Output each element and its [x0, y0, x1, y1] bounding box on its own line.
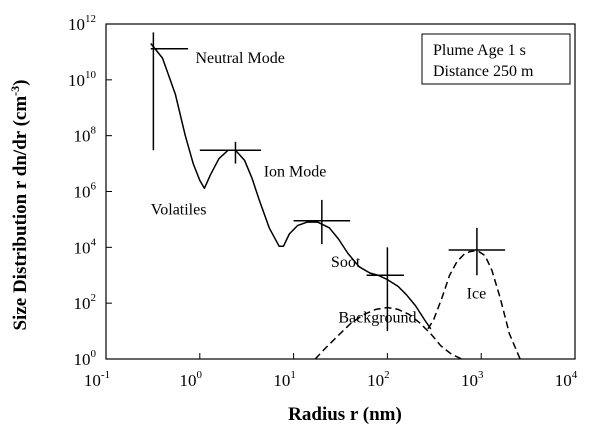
- x-tick-label-2: 101: [273, 369, 296, 390]
- x-tick-label-3: 102: [367, 369, 390, 390]
- legend-frame: [421, 33, 571, 85]
- annotation-2: Volatiles: [151, 202, 207, 219]
- y-axis-title-exp: -3: [8, 86, 22, 96]
- annotations-layer: Neutral Mode Ion Mode Volatiles Soot Backgro…: [151, 50, 486, 327]
- y-axis-title-main: Size Distribution r dn/dr (cm: [10, 96, 31, 331]
- x-tick-label-1: 100: [180, 369, 203, 390]
- annotation-1: Ion Mode: [264, 163, 327, 180]
- annotation-4: Background: [338, 310, 416, 327]
- y-axis-title: Size Distribution r dn/dr (cm-3): [8, 79, 31, 330]
- y-tick-label-1: 102: [74, 292, 97, 313]
- annotation-5: Ice: [467, 285, 487, 302]
- x-tick-label-5: 104: [555, 369, 578, 390]
- x-tick-label-0: 10-1: [84, 369, 110, 390]
- y-tick-label-5: 1010: [68, 69, 97, 90]
- axis-ticks: 10-1 100 101 102 103 104100102104106108101010…: [68, 13, 578, 390]
- series-line-0: [150, 43, 432, 330]
- series-line-1: [314, 306, 463, 360]
- annotation-3: Soot: [331, 254, 361, 271]
- legend-line-2: Distance 250 m: [433, 63, 534, 80]
- y-tick-label-0: 100: [74, 348, 97, 369]
- y-tick-label-3: 106: [74, 181, 97, 202]
- y-tick-label-6: 1012: [68, 13, 96, 34]
- series-line-2: [427, 250, 521, 360]
- x-axis-title: Radius r (nm): [288, 404, 402, 425]
- y-tick-label-2: 104: [74, 236, 97, 257]
- series-layer: [150, 43, 521, 360]
- y-axis-title-text: Size Distribution r dn/dr (cm-3): [8, 79, 31, 330]
- y-axis-title-close: ): [10, 79, 31, 85]
- legend-box: Plume Age 1 s Distance 250 m: [421, 33, 571, 85]
- legend-line-1: Plume Age 1 s: [433, 42, 526, 59]
- annotation-0: Neutral Mode: [196, 50, 285, 67]
- y-tick-label-4: 108: [74, 125, 97, 146]
- crosses-layer: [150, 32, 506, 332]
- x-tick-label-4: 103: [461, 369, 484, 390]
